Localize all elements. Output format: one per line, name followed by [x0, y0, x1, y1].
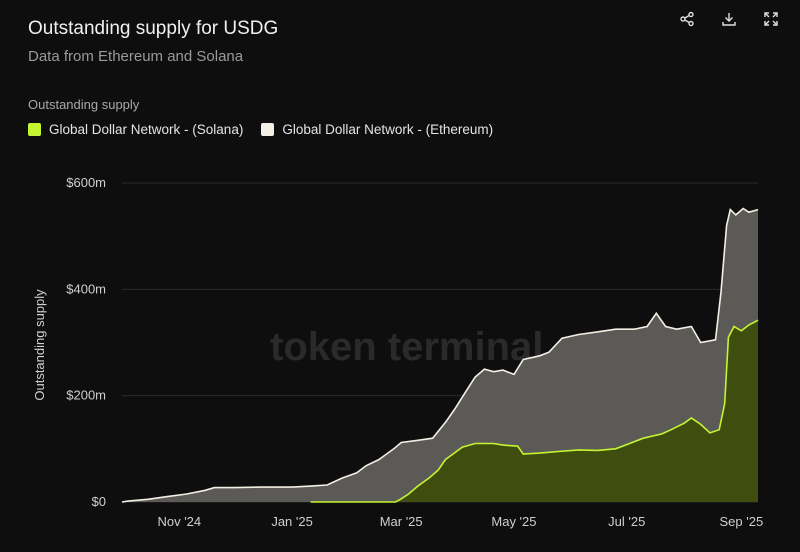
- x-tick-label: Nov '24: [157, 514, 201, 529]
- x-tick-label: Jul '25: [608, 514, 645, 529]
- download-icon: [722, 13, 736, 26]
- page-subtitle: Data from Ethereum and Solana: [28, 48, 244, 65]
- watermark: token terminal_: [270, 325, 566, 369]
- series-area-solana: [310, 320, 758, 502]
- y-axis: $0 $200m $400m $600m: [66, 175, 106, 509]
- legend-label-ethereum: Global Dollar Network - (Ethereum): [282, 122, 494, 137]
- share-icon: [680, 11, 694, 27]
- x-tick-label: Jan '25: [271, 514, 313, 529]
- page-title: Outstanding supply for USDG: [28, 18, 279, 39]
- x-tick-label: May '25: [491, 514, 536, 529]
- y-tick-label: $200m: [66, 388, 106, 403]
- legend: Global Dollar Network - (Solana) Global …: [28, 122, 493, 137]
- chart-toolbar: [676, 8, 782, 30]
- y-axis-label: Outstanding supply: [32, 289, 47, 401]
- share-button[interactable]: [676, 8, 698, 30]
- x-tick-label: Mar '25: [380, 514, 423, 529]
- y-tick-label: $0: [92, 494, 106, 509]
- expand-icon: [764, 12, 778, 26]
- x-tick-label: Sep '25: [720, 514, 764, 529]
- series-line-solana: [310, 319, 759, 503]
- download-button[interactable]: [718, 8, 740, 30]
- series-area-ethereum: [122, 208, 758, 502]
- y-tick-label: $600m: [66, 175, 106, 190]
- legend-item-ethereum[interactable]: Global Dollar Network - (Ethereum): [261, 122, 493, 137]
- expand-button[interactable]: [760, 8, 782, 30]
- legend-title: Outstanding supply: [28, 97, 140, 112]
- chart-areas: [121, 207, 759, 503]
- series-line-ethereum: [121, 207, 759, 503]
- y-tick-label: $400m: [66, 281, 106, 296]
- x-axis: Nov '24 Jan '25 Mar '25 May '25 Jul '25 Sep '…: [157, 514, 763, 529]
- legend-item-solana[interactable]: Global Dollar Network - (Solana): [28, 122, 243, 137]
- legend-swatch-solana: [28, 123, 41, 136]
- legend-swatch-ethereum: [261, 123, 275, 136]
- legend-label-solana: Global Dollar Network - (Solana): [49, 122, 244, 137]
